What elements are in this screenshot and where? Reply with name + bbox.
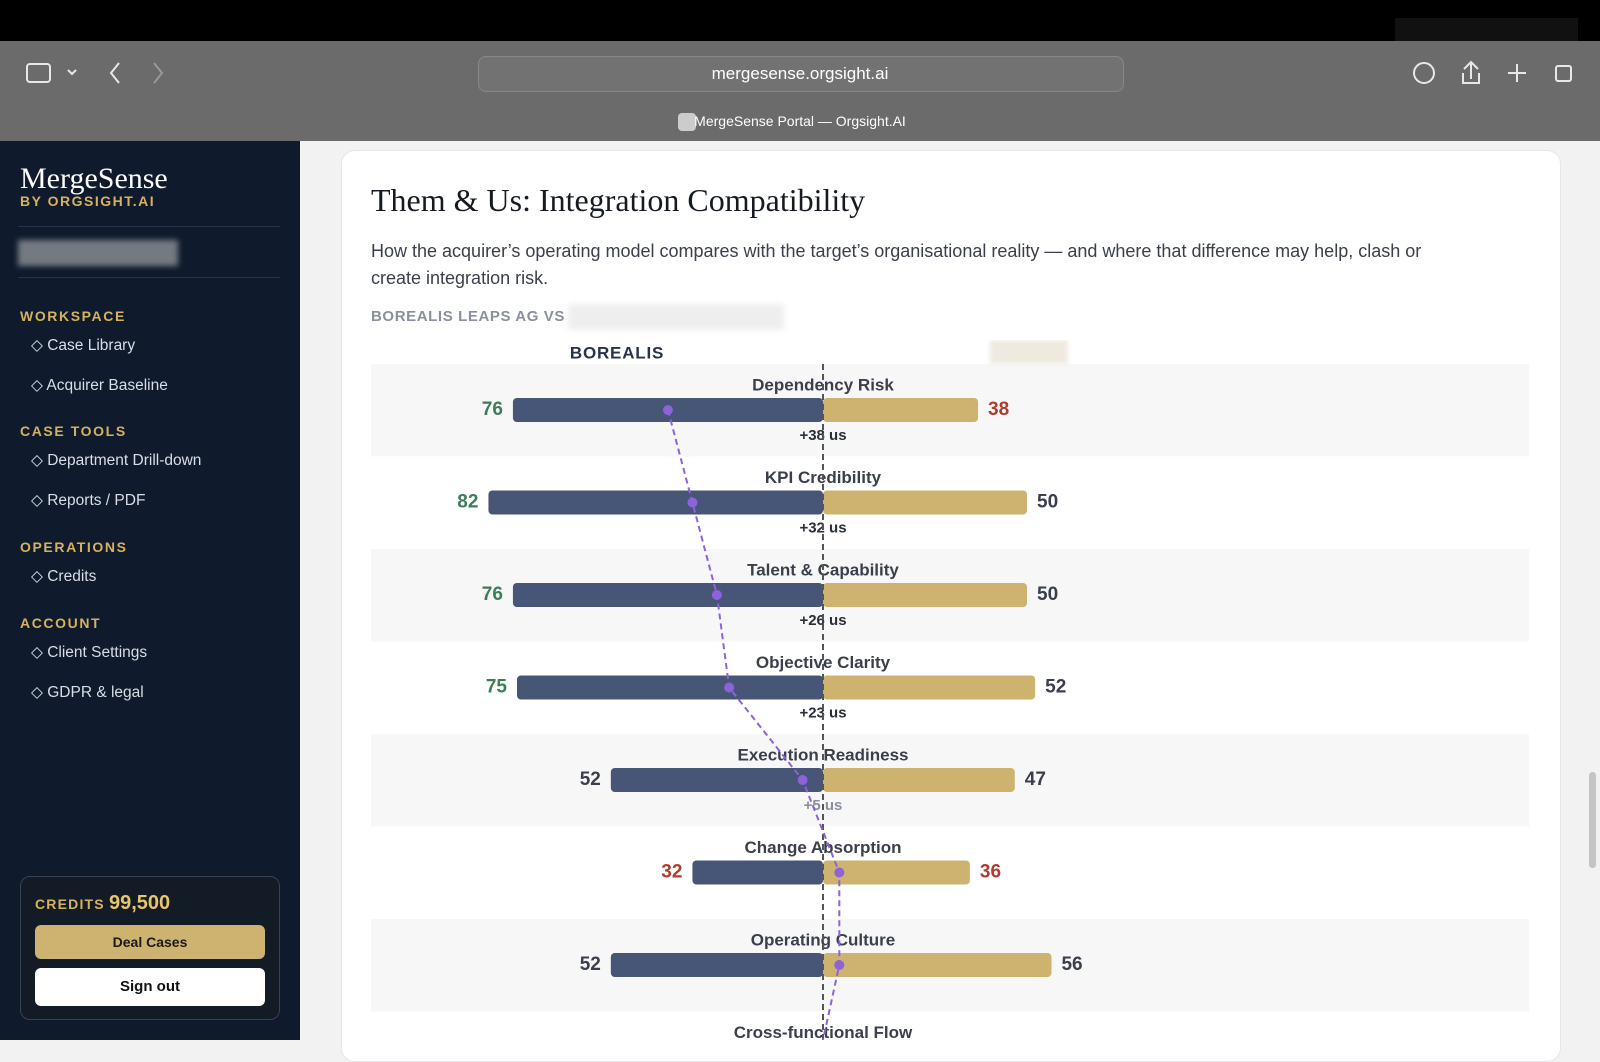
- difference-label: +23 us: [799, 704, 846, 721]
- tab-title[interactable]: MergeSense Portal — Orgsight.AI: [694, 113, 906, 129]
- redacted: [18, 240, 178, 266]
- url[interactable]: mergesense.orgsight.ai: [711, 64, 889, 83]
- comparison-label: BOREALIS LEAPS AG VS: [371, 308, 565, 325]
- card-title: Them & Us: Integration Compatibility: [371, 182, 866, 218]
- nav-item[interactable]: ◇ Case Library: [31, 337, 136, 354]
- left-value-label: 76: [482, 584, 503, 605]
- right-value-label: 50: [1037, 492, 1058, 513]
- sidebar-icon[interactable]: [26, 63, 51, 83]
- left-value-label: 75: [486, 677, 508, 698]
- share-icon[interactable]: [1462, 60, 1480, 84]
- right-value-label: 38: [988, 399, 1009, 420]
- forward-icon[interactable]: [153, 62, 164, 84]
- nav-item[interactable]: ◇ GDPR & legal: [31, 684, 144, 701]
- right-bar: [823, 953, 1052, 977]
- card-description: How the acquirer’s operating model compa…: [371, 241, 1422, 288]
- difference-point: [687, 497, 698, 508]
- left-bar: [610, 768, 823, 792]
- nav-section: OPERATIONS: [20, 539, 128, 555]
- redacted: [568, 304, 784, 330]
- difference-point: [834, 867, 845, 878]
- left-bar: [517, 675, 823, 700]
- dropdown-icon[interactable]: [67, 69, 77, 76]
- left-bar: [610, 953, 823, 977]
- toolbar-icons: [26, 60, 1572, 131]
- right-value-label: 36: [980, 862, 1001, 883]
- download-icon[interactable]: [1413, 62, 1435, 84]
- left-value-label: 32: [661, 862, 682, 883]
- right-bar: [823, 583, 1027, 607]
- right-value-label: 52: [1045, 677, 1066, 698]
- right-bar: [823, 490, 1027, 515]
- credits-label: CREDITS: [35, 896, 105, 912]
- nav-item[interactable]: ◇ Reports / PDF: [31, 492, 146, 509]
- credits-amount: 99,500: [109, 892, 171, 914]
- top-bar: [0, 0, 1600, 41]
- address-bar[interactable]: [478, 56, 1124, 92]
- left-bar: [692, 860, 823, 885]
- new-tab-icon[interactable]: [1508, 64, 1526, 82]
- right-bar: [823, 768, 1015, 792]
- brand-sub: BY ORGSIGHT.AI: [20, 193, 156, 209]
- difference-point: [711, 590, 722, 600]
- nav-item[interactable]: ◇ Acquirer Baseline: [31, 377, 168, 394]
- left-bar: [488, 490, 823, 515]
- right-bar: [823, 860, 970, 885]
- difference-point: [724, 682, 735, 693]
- back-icon[interactable]: [109, 62, 120, 84]
- left-value-label: 52: [580, 769, 601, 790]
- right-bar: [823, 398, 979, 422]
- separator: [18, 277, 280, 278]
- nav-item[interactable]: ◇ Client Settings: [31, 644, 148, 661]
- brand[interactable]: MergeSense: [20, 162, 168, 195]
- difference-point: [834, 960, 845, 970]
- separator: [18, 226, 280, 227]
- nav-item[interactable]: ◇ Department Drill-down: [31, 452, 202, 469]
- nav-section: ACCOUNT: [20, 615, 102, 631]
- difference-label: +26 us: [799, 612, 846, 629]
- nav-item[interactable]: ◇ Credits: [31, 568, 97, 585]
- right-bar: [823, 675, 1036, 700]
- deal-cases-button[interactable]: Deal Cases: [35, 925, 265, 959]
- redacted: [990, 340, 1068, 364]
- right-value-label: 47: [1025, 769, 1046, 790]
- left-value-label: 76: [482, 399, 503, 420]
- favicon: [678, 113, 696, 131]
- category-label: Objective Clarity: [756, 653, 891, 672]
- difference-line: [666, 409, 841, 1040]
- tabs-icon[interactable]: [1555, 65, 1572, 82]
- sign-out-button[interactable]: Sign out: [35, 968, 265, 1006]
- left-bar: [512, 583, 823, 607]
- left-value-label: 82: [457, 492, 478, 513]
- scrollbar[interactable]: [1589, 772, 1596, 868]
- right-value-label: 50: [1037, 584, 1058, 605]
- difference-point: [662, 405, 673, 415]
- nav-section: WORKSPACE: [20, 308, 126, 324]
- category-label: Cross-functional Flow: [734, 1023, 913, 1040]
- legend-label: BOREALIS: [570, 343, 664, 362]
- nav-section: CASE TOOLS: [20, 423, 127, 439]
- right-value-label: 56: [1061, 954, 1082, 975]
- difference-point: [797, 775, 808, 785]
- left-value-label: 52: [580, 954, 601, 975]
